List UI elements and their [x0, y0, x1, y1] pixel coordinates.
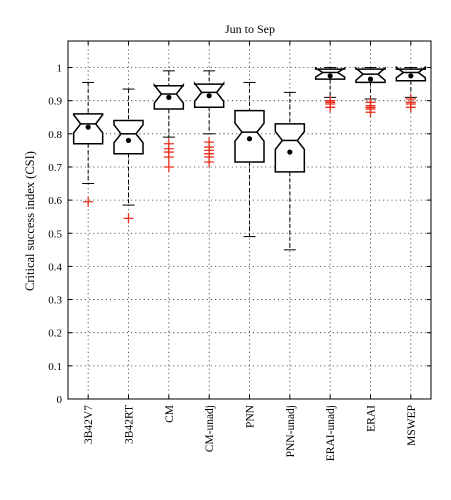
box-CM-unadj [193, 70, 225, 167]
box-PNN-unadj [274, 91, 306, 251]
mean-marker [327, 73, 333, 79]
y-tick-label: 0.4 [48, 261, 62, 273]
mean-marker [166, 94, 172, 100]
y-tick-label: 0.7 [48, 162, 62, 174]
outlier-marker [204, 137, 215, 148]
box-body [113, 119, 144, 155]
x-tick-label: ERAI [366, 405, 378, 432]
boxes [72, 65, 427, 251]
y-tick-label: 1 [57, 63, 63, 75]
box-3B42RT [113, 88, 144, 224]
box-MSWEP [395, 65, 427, 113]
outlier-marker [163, 138, 174, 149]
outlier-marker [83, 196, 94, 207]
gridlines [68, 41, 431, 400]
x-tick-label: 3B42V7 [83, 405, 95, 444]
y-tick-label: 0 [57, 394, 63, 406]
x-tick-label: 3B42RT [124, 405, 136, 444]
mean-marker [246, 136, 253, 142]
x-tick-label: CM [164, 405, 176, 423]
plot-frame [67, 40, 432, 400]
x-tick-label: PNN-unadj [285, 405, 297, 457]
outlier-marker [325, 95, 336, 106]
y-tick-label: 0.1 [48, 361, 62, 373]
mean-marker [125, 137, 132, 144]
box-body [274, 123, 306, 173]
y-tick-label: 0.5 [48, 228, 62, 240]
outlier-marker [163, 161, 174, 172]
y-tick-label: 0.2 [48, 328, 62, 340]
x-tick-label: CM-unadj [204, 405, 216, 452]
mean-marker [206, 93, 212, 99]
y-axis-label: Critical success index (CSI) [23, 151, 37, 291]
y-tick-label: 0.8 [48, 129, 62, 141]
box-CM [153, 70, 185, 172]
x-tick-label: MSWEP [406, 405, 418, 446]
y-tick-label: 0.6 [48, 195, 62, 207]
axes: 0 0.1 0.2 0.3 0.4 0.5 0.6 0.7 0.8 0.9 1 3B42V7 3B42R… [48, 41, 431, 461]
x-tick-label: ERAI-unadj [325, 405, 337, 461]
outlier-marker [405, 94, 416, 105]
box-3B42V7 [72, 81, 104, 207]
outlier-marker [123, 213, 134, 224]
outlier-marker [365, 97, 376, 108]
mean-marker [367, 76, 374, 82]
mean-marker [287, 149, 293, 155]
x-tick-label: PNN [245, 404, 257, 428]
box-ERAI-unadj [314, 66, 346, 113]
box-body [355, 66, 386, 84]
mean-marker [408, 73, 414, 79]
box-ERAI [355, 66, 386, 118]
mean-marker [85, 124, 91, 130]
y-tick-label: 0.9 [48, 96, 62, 108]
box-PNN [234, 81, 265, 238]
chart-title: Jun to Sep [225, 22, 275, 36]
y-tick-label: 0.3 [48, 295, 62, 307]
